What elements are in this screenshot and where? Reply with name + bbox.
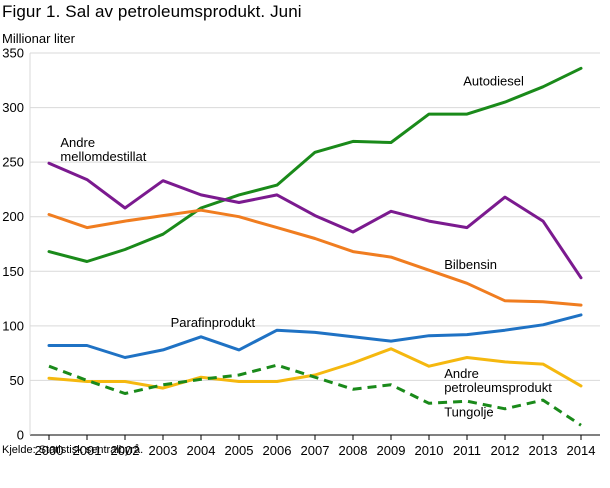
series-line-parafinprodukt xyxy=(47,313,583,359)
series-label-line: Andre xyxy=(60,135,95,150)
y-tick-label: 350 xyxy=(2,46,24,61)
y-tick-label: 50 xyxy=(10,373,24,388)
y-tick-label: 250 xyxy=(2,155,24,170)
x-tick-label: 2004 xyxy=(187,443,216,458)
y-tick-label: 200 xyxy=(2,209,24,224)
y-tick-label: 100 xyxy=(2,318,24,333)
series-label-line: petroleumsprodukt xyxy=(444,380,552,395)
series-label-line: mellomdestillat xyxy=(60,149,146,164)
x-tick-label: 2001 xyxy=(73,443,102,458)
series-label: Tungolje xyxy=(444,404,493,419)
x-tick-label: 2006 xyxy=(263,443,292,458)
chart-title: Figur 1. Sal av petroleumsprodukt. Juni xyxy=(2,2,302,21)
series-line-bilbensin xyxy=(47,208,583,307)
series-label: Autodiesel xyxy=(463,74,524,89)
series-label-line: Bilbensin xyxy=(444,257,497,272)
series-label-line: Autodiesel xyxy=(463,74,524,89)
x-tick-label: 2011 xyxy=(453,443,481,458)
x-tick-label: 2002 xyxy=(111,443,140,458)
x-tick-label: 2005 xyxy=(225,443,254,458)
source-note: Kjelde: Statistisk sentralbyrå. xyxy=(2,444,144,456)
x-tick-label: 2003 xyxy=(149,443,178,458)
x-tick-label: 2012 xyxy=(491,443,520,458)
x-tick-label: 2007 xyxy=(301,443,330,458)
x-tick-label: 2014 xyxy=(567,443,596,458)
series-line-autodiesel xyxy=(47,66,583,263)
x-tick-label: 2009 xyxy=(377,443,406,458)
series-label: Parafinprodukt xyxy=(171,315,256,330)
x-tick-label: 2008 xyxy=(339,443,368,458)
series-label: Andre mellomdestillat xyxy=(60,135,146,164)
series-label-line: Tungolje xyxy=(444,404,493,419)
y-tick-label: 300 xyxy=(2,100,24,115)
series-line-andre-mellomdestillat xyxy=(47,161,583,280)
series-label: Andre petroleumsprodukt xyxy=(444,366,552,395)
y-axis-label: Millionar liter xyxy=(2,31,75,46)
series-label: Bilbensin xyxy=(444,257,497,272)
x-tick-label: 2013 xyxy=(529,443,558,458)
y-tick-label: 0 xyxy=(17,428,24,443)
series-label-line: Andre xyxy=(444,366,479,381)
x-tick-label: 2010 xyxy=(415,443,444,458)
y-tick-label: 150 xyxy=(2,264,24,279)
series-line-andre-petroleumsprodukt xyxy=(47,347,583,390)
x-tick-label: 2000 xyxy=(35,443,64,458)
series-label-line: Parafinprodukt xyxy=(171,315,256,330)
series-line-tungolje xyxy=(48,363,582,427)
